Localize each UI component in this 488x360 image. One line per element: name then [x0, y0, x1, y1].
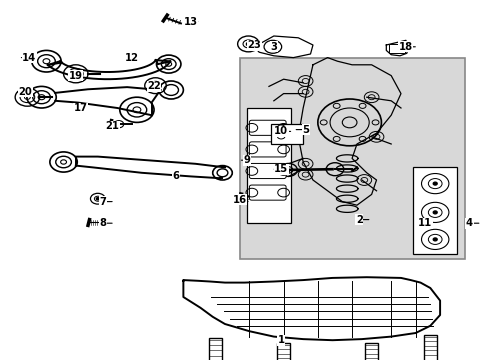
Text: 3: 3 — [270, 42, 277, 52]
Text: 14: 14 — [22, 53, 37, 63]
Text: 9: 9 — [243, 155, 250, 165]
Text: 16: 16 — [232, 195, 246, 205]
Circle shape — [432, 182, 436, 185]
FancyBboxPatch shape — [249, 142, 285, 157]
Text: 10: 10 — [274, 126, 287, 136]
Text: 1: 1 — [277, 335, 284, 345]
Bar — [239, 58, 464, 259]
Circle shape — [246, 42, 250, 45]
Bar — [271, 124, 303, 144]
Bar — [208, 338, 221, 360]
Text: 8: 8 — [99, 218, 106, 228]
Text: 2: 2 — [355, 215, 362, 225]
Text: 6: 6 — [172, 171, 179, 181]
Text: 12: 12 — [125, 53, 139, 63]
Text: 13: 13 — [183, 17, 197, 27]
Text: 4: 4 — [465, 218, 472, 228]
Circle shape — [153, 84, 158, 87]
Text: 11: 11 — [417, 218, 432, 228]
Bar — [412, 167, 456, 254]
Text: 23: 23 — [247, 40, 261, 50]
Text: 19: 19 — [69, 71, 82, 81]
Bar — [277, 343, 289, 360]
FancyBboxPatch shape — [249, 120, 285, 135]
Bar — [365, 343, 377, 360]
FancyBboxPatch shape — [249, 185, 285, 200]
FancyBboxPatch shape — [249, 163, 285, 179]
Bar — [423, 335, 436, 360]
Text: 17: 17 — [74, 103, 87, 113]
Bar — [246, 108, 290, 223]
Text: 5: 5 — [302, 125, 308, 135]
Circle shape — [432, 238, 436, 241]
Text: 18: 18 — [398, 42, 412, 52]
Text: 21: 21 — [105, 121, 119, 131]
Text: 20: 20 — [19, 87, 32, 97]
Bar — [388, 44, 404, 53]
Text: 15: 15 — [274, 164, 287, 174]
Text: 22: 22 — [147, 81, 161, 91]
Circle shape — [432, 211, 436, 214]
Circle shape — [96, 198, 99, 200]
Text: 7: 7 — [99, 197, 106, 207]
